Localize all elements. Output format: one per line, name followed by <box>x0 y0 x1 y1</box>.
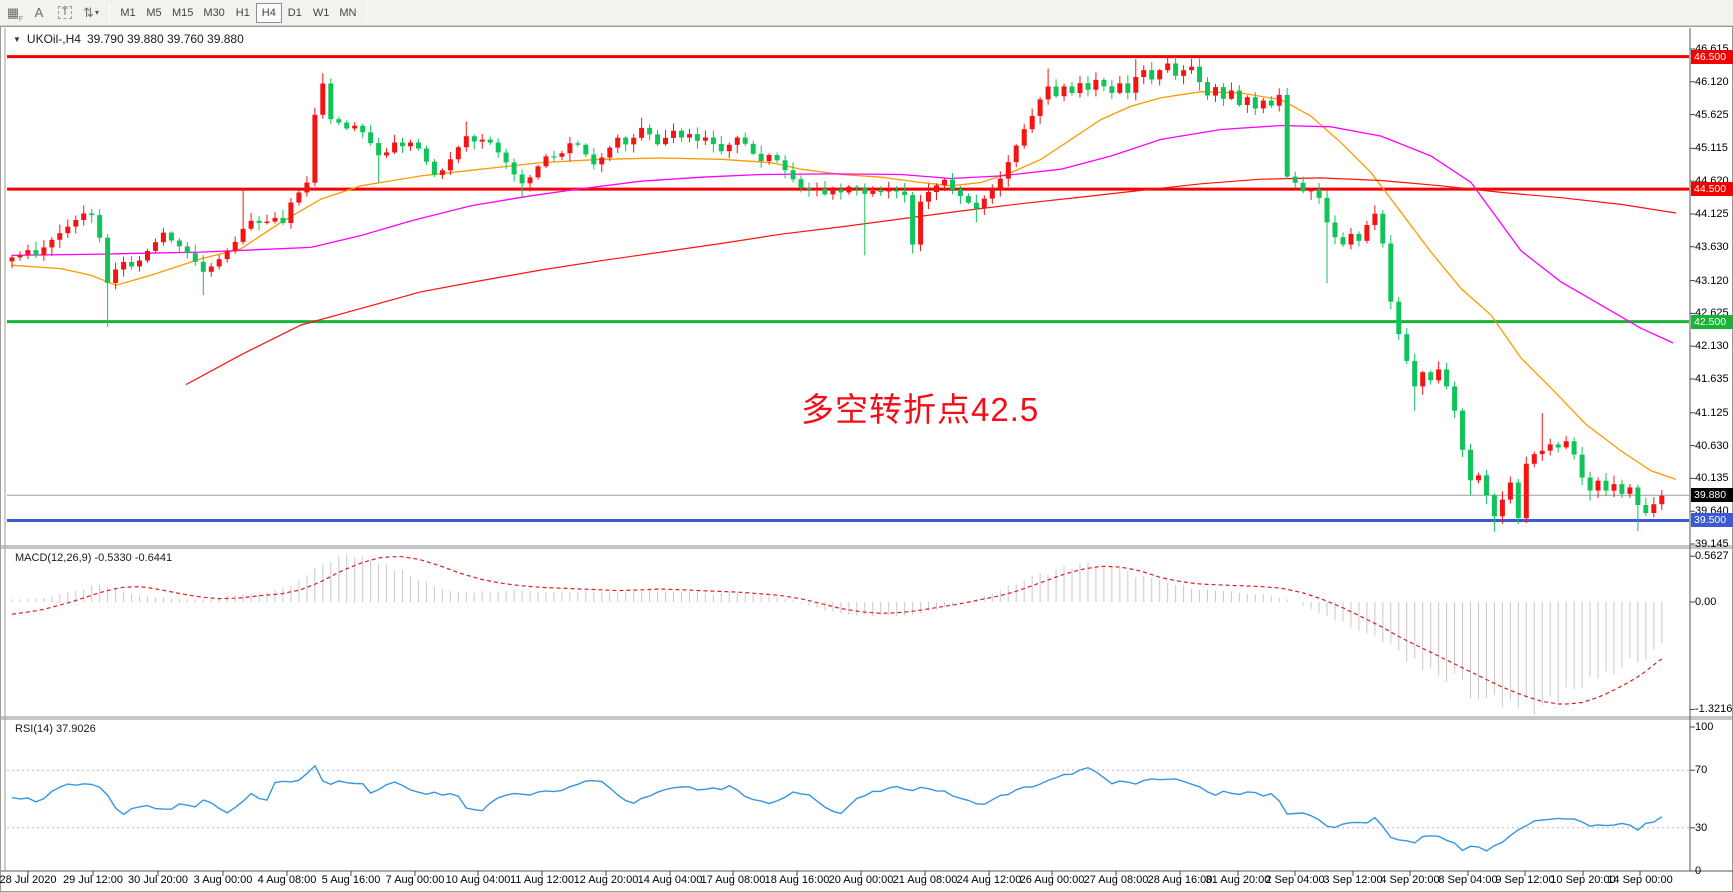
level-lines-layer <box>7 55 1689 522</box>
macd-signal-line <box>11 556 1663 705</box>
medium-ma-line <box>11 124 1674 344</box>
time-axis-label: 8 Sep 04:00 <box>1438 874 1498 886</box>
ohlc-values: 39.790 39.880 39.760 39.880 <box>86 32 244 46</box>
dropdown-caret-icon[interactable]: ▾ <box>94 8 99 17</box>
tf-m1[interactable]: M1 <box>120 6 136 19</box>
time-axis-label: 26 Aug 00:00 <box>1019 874 1085 886</box>
fast-ma-line <box>11 91 1677 481</box>
time-axis-label: 10 Aug 04:00 <box>445 874 511 886</box>
tf-m15[interactable]: M15 <box>172 6 194 19</box>
price-axis-label: 43.630 <box>1695 240 1729 253</box>
price-axis-label: 45.115 <box>1695 142 1728 155</box>
time-axis-label: 17 Aug 08:00 <box>700 874 766 886</box>
textbox-t-icon[interactable]: T <box>52 2 78 24</box>
rsi-indicator-label: RSI(14) 37.9026 <box>15 723 96 735</box>
price-axis-label: 46.120 <box>1695 75 1729 88</box>
price-badge-44.500: 44.500 <box>1691 182 1733 197</box>
time-axis-label: 24 Aug 12:00 <box>956 874 1022 886</box>
rsi-line <box>11 764 1663 852</box>
time-axis-label: 4 Sep 20:00 <box>1380 874 1440 886</box>
candles-layer <box>9 55 1665 532</box>
time-axis-label: 21 Aug 08:00 <box>892 874 958 886</box>
time-axis-label: 14 Aug 04:00 <box>637 874 703 886</box>
macd-indicator-label: MACD(12,26,9) -0.5330 -0.6441 <box>15 552 173 564</box>
time-axis-label: 30 Jul 20:00 <box>128 874 188 886</box>
grid-f-icon[interactable]: ▦ F <box>6 5 23 23</box>
macd-axis-label: 0.5627 <box>1695 550 1729 563</box>
rsi-axis-label: 100 <box>1695 721 1714 733</box>
panel-frame <box>1 28 1733 872</box>
macd-axis-label: 0.00 <box>1695 596 1717 608</box>
price-axis-label: 41.635 <box>1695 372 1729 385</box>
symbol-name: UKOil-,H4 <box>26 32 81 46</box>
price-badge-46.500: 46.500 <box>1691 49 1733 64</box>
price-axis-label: 43.120 <box>1695 274 1729 287</box>
rsi-axis-label: 30 <box>1695 821 1708 834</box>
label-a-icon[interactable]: A <box>34 5 44 20</box>
tf-h1[interactable]: H1 <box>235 6 250 19</box>
price-axis-label: 42.130 <box>1695 340 1729 353</box>
price-badge-39.500: 39.500 <box>1691 513 1733 528</box>
app-toolbar: ▦ F A T ⇅ ▾ M1 M5 M15 M30 H1 H4 D1 W1 MN <box>0 0 1733 26</box>
time-axis-label: 3 Aug 00:00 <box>193 874 253 886</box>
price-axis-label: 45.625 <box>1695 108 1729 121</box>
cycle-arrows-icon[interactable]: ⇅ ▾ <box>83 5 99 20</box>
drawing-tools-group: ▦ F A T ⇅ ▾ <box>0 2 104 24</box>
price-chart-canvas <box>1 28 1733 876</box>
rsi-axis-label: 70 <box>1695 764 1708 777</box>
rsi-level-lines <box>7 769 1689 829</box>
slow-ma-line <box>185 177 1677 386</box>
rsi-axis-label: 0 <box>1695 865 1702 877</box>
toolbar-separator <box>366 2 368 23</box>
time-axis-label: 4 Aug 08:00 <box>257 874 317 886</box>
time-axis-label: 14 Sep 00:00 <box>1607 874 1673 886</box>
price-axis-label: 40.135 <box>1695 472 1729 485</box>
time-axis-label: 20 Aug 00:00 <box>828 874 894 886</box>
price-badge-39.880: 39.880 <box>1691 488 1733 503</box>
time-axis-label: 10 Sep 20:00 <box>1550 874 1616 886</box>
tf-h4[interactable]: H4 <box>255 2 282 23</box>
macd-histogram <box>11 554 1663 715</box>
macd-axis-label: -1.3216 <box>1695 703 1733 716</box>
time-axis-label: 27 Aug 08:00 <box>1083 874 1149 886</box>
time-axis-label: 5 Aug 16:00 <box>321 874 381 886</box>
tf-m5[interactable]: M5 <box>146 6 162 19</box>
annotation-text: 多空转折点42.5 <box>801 391 1040 428</box>
price-badge-42.500: 42.500 <box>1691 314 1733 329</box>
price-axis-label: 39.145 <box>1695 538 1729 550</box>
time-axis-label: 11 Aug 12:00 <box>509 874 575 886</box>
tf-w1[interactable]: W1 <box>312 6 330 19</box>
toolbar-separator <box>109 2 110 23</box>
time-axis-label: 2 Sep 04:00 <box>1265 874 1325 886</box>
time-axis-label: 28 Jul 2020 <box>0 874 57 886</box>
tf-d1[interactable]: D1 <box>287 6 302 19</box>
price-axis-label: 40.630 <box>1695 439 1729 452</box>
time-axis-label: 31 Aug 20:00 <box>1205 874 1271 886</box>
time-axis-label: 29 Jul 12:00 <box>63 874 123 886</box>
tf-mn[interactable]: MN <box>339 6 357 19</box>
tf-m30[interactable]: M30 <box>203 6 225 19</box>
chart-title: ▼ UKOil-,H4 39.790 39.880 39.760 39.880 <box>13 32 244 46</box>
price-axis-label: 44.125 <box>1695 207 1729 220</box>
axis-ticks <box>27 48 1695 876</box>
time-axis-label: 9 Sep 12:00 <box>1495 874 1555 886</box>
time-axis-label: 7 Aug 00:00 <box>385 874 445 886</box>
chart-window: ▼ UKOil-,H4 39.790 39.880 39.760 39.880 … <box>0 26 1733 892</box>
time-axis-label: 3 Sep 12:00 <box>1323 874 1383 886</box>
price-axis-label: 41.125 <box>1695 406 1729 419</box>
timeframe-toolbar: M1 M5 M15 M30 H1 H4 D1 W1 MN <box>115 2 361 23</box>
time-axis-label: 18 Aug 16:00 <box>764 874 830 886</box>
time-axis-label: 12 Aug 20:00 <box>573 874 639 886</box>
symbol-dropdown-caret-icon[interactable]: ▼ <box>13 34 21 44</box>
time-axis-label: 28 Aug 16:00 <box>1147 874 1213 886</box>
